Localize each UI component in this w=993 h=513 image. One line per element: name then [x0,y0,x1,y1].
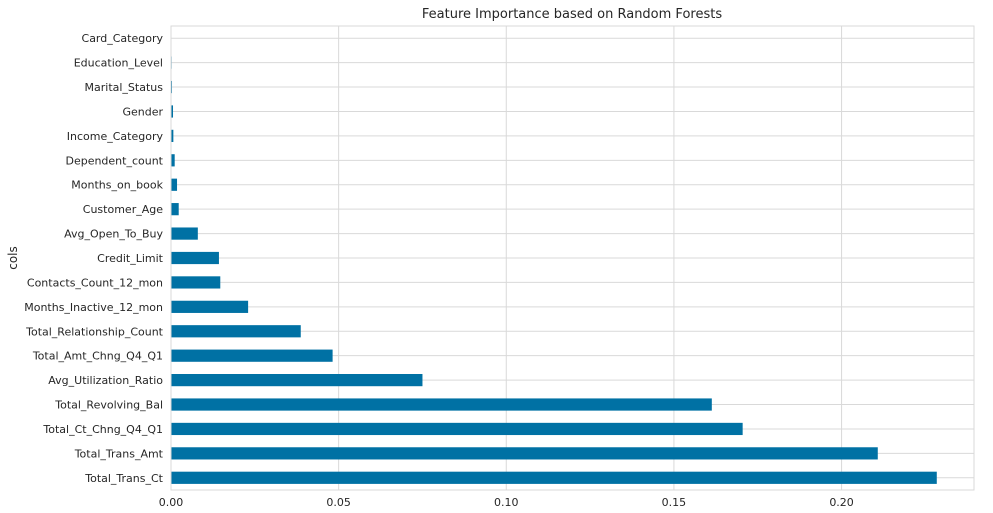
y-tick-label: Credit_Limit [97,252,164,265]
bar-months-inactive-12-mon [171,300,249,313]
chart-title: Feature Importance based on Random Fores… [422,7,722,22]
y-tick-label: Total_Amt_Chng_Q4_Q1 [32,350,163,363]
bar-credit-limit [171,251,219,265]
y-tick-label: Total_Relationship_Count [25,325,164,338]
y-tick-label: Total_Trans_Ct [84,472,163,485]
bar-total-trans-ct [171,471,937,484]
y-tick-label: Months_on_book [71,179,163,192]
x-tick-label: 0.00 [159,496,184,509]
bar-total-ct-chng-q4-q1 [171,422,743,436]
bar-income-category [171,129,174,142]
bar-contacts-count-12-mon [171,276,221,289]
bar-total-trans-amt [171,447,878,460]
bar-total-relationship-count [171,325,301,338]
y-tick-label: Gender [122,105,163,118]
y-tick-label: Total_Trans_Amt [74,447,164,460]
x-tick-label: 0.15 [662,496,687,509]
y-tick-label: Customer_Age [83,203,163,216]
bar-gender [171,105,174,118]
y-tick-label: Marital_Status [85,81,164,94]
bar-customer-age [171,203,179,216]
x-tick-label: 0.05 [326,496,351,509]
y-tick-label: Card_Category [82,32,164,45]
bar-months-on-book [171,178,178,191]
grid [170,26,974,490]
bar-avg-open-to-buy [171,227,198,240]
y-tick-label: Dependent_count [65,154,163,167]
y-tick-label: Avg_Utilization_Ratio [48,374,163,387]
y-tick-label: Total_Revolving_Bal [54,399,163,412]
y-tick-label: Months_Inactive_12_mon [24,301,163,314]
x-tick-label: 0.20 [829,496,854,509]
x-tick-label: 0.10 [494,496,519,509]
bar-dependent-count [171,154,175,167]
y-tick-label: Avg_Open_To_Buy [64,228,163,241]
bar-avg-utilization-ratio [171,374,423,387]
bar-marital-status [171,80,173,94]
y-tick-label: Income_Category [67,130,164,143]
y-axis-label: cols [6,246,20,270]
y-tick-label: Contacts_Count_12_mon [27,276,163,289]
x-tick-labels: 0.00 0.05 0.10 0.15 0.20 [159,496,854,509]
y-tick-labels: Card_Category Education_Level Marital_Stat… [24,32,163,485]
y-tick-label: Education_Level [74,57,163,70]
plot-frame [170,25,975,491]
bars [171,32,937,484]
bar-total-amt-chng-q4-q1 [171,349,333,362]
y-tick-label: Total_Ct_Chng_Q4_Q1 [42,423,163,436]
bar-total-revolving-bal [171,398,712,411]
